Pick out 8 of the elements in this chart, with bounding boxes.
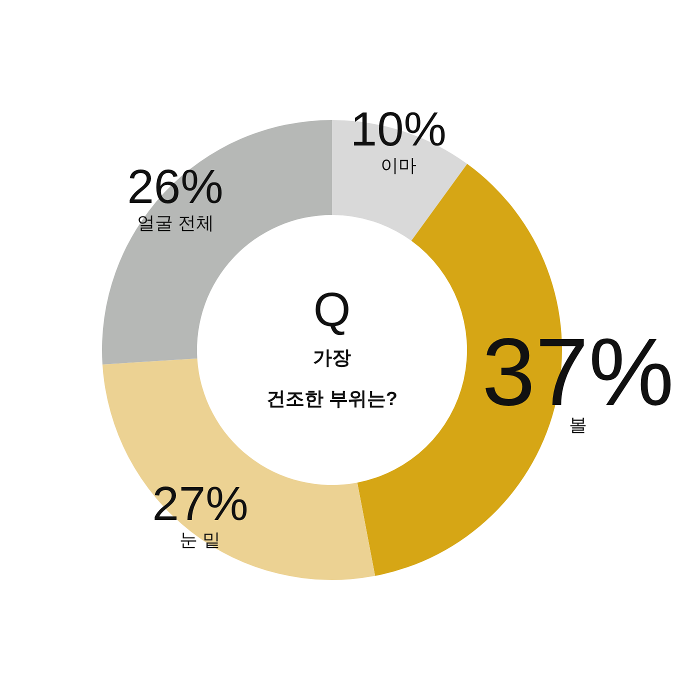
slice-label: 이마 bbox=[380, 156, 416, 176]
slice-label: 눈 밑 bbox=[180, 530, 221, 550]
data-label: 27% bbox=[152, 478, 248, 531]
text: 가장 건조한 부위는? bbox=[266, 348, 398, 410]
data-label: 10% bbox=[350, 104, 446, 157]
data-label: 26% bbox=[127, 160, 224, 214]
text: Q bbox=[313, 284, 351, 337]
slice-label: 얼굴 전체 bbox=[136, 212, 214, 233]
